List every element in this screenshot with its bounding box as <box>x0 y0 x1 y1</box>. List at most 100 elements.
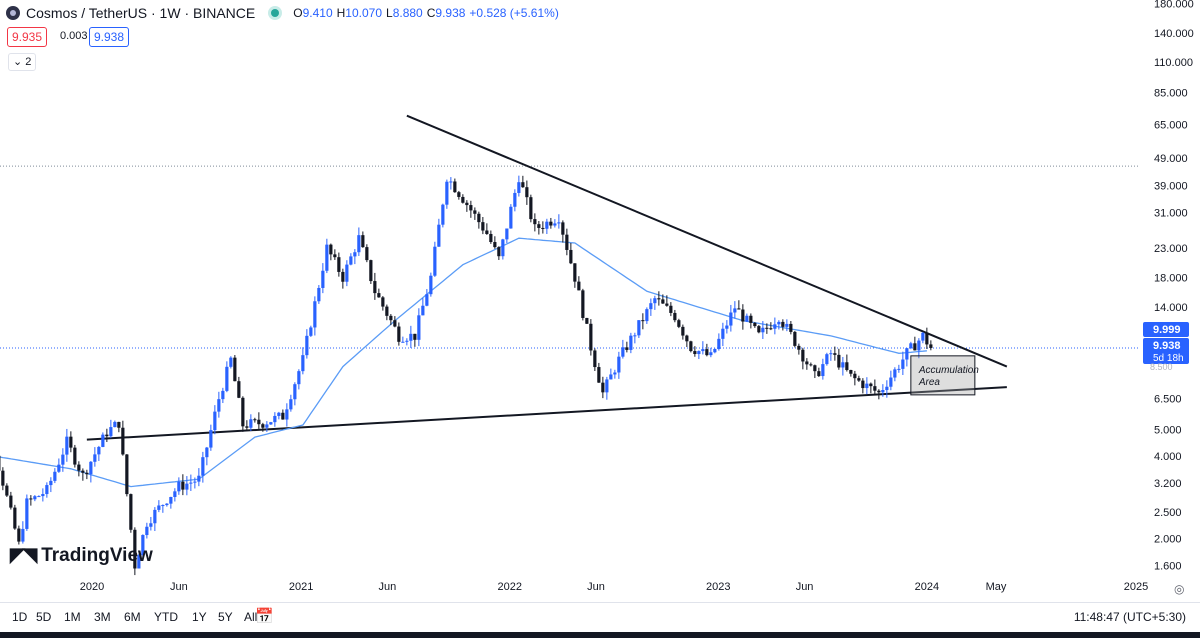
candle <box>317 285 321 304</box>
candle <box>597 362 601 383</box>
indicators-toggle-button[interactable]: ⌄ 2 <box>8 53 37 71</box>
x-tick-label: 2020 <box>80 581 104 593</box>
range-ytd-button[interactable]: YTD <box>154 610 178 624</box>
range-1y-button[interactable]: 1Y <box>192 610 207 624</box>
candle <box>889 370 893 391</box>
y-tick-label: 65.000 <box>1154 119 1188 131</box>
range-1m-button[interactable]: 1M <box>64 610 81 624</box>
candle <box>837 348 841 370</box>
candle <box>45 482 49 498</box>
candle <box>813 364 817 379</box>
candle <box>629 332 633 354</box>
tradingview-logo[interactable]: ◤◥ TradingView <box>10 544 153 567</box>
candle <box>773 317 777 335</box>
candle <box>633 332 637 344</box>
symbol-title[interactable]: Cosmos / TetherUS · 1W · BINANCE <box>26 5 256 21</box>
range-6m-button[interactable]: 6M <box>124 610 141 624</box>
accumulation-box[interactable] <box>910 355 976 396</box>
candle <box>257 412 261 429</box>
candle <box>57 458 61 473</box>
candle <box>625 341 629 353</box>
window-bottom-edge <box>0 632 1200 638</box>
candle <box>117 421 121 433</box>
candle <box>197 468 201 487</box>
candle <box>465 200 469 212</box>
trendline-layer[interactable] <box>86 114 1008 441</box>
candle <box>233 355 237 382</box>
x-tick-label: 2025 <box>1124 581 1148 593</box>
candle <box>417 308 421 347</box>
candle <box>517 175 521 197</box>
candle <box>885 380 889 398</box>
sell-button[interactable]: 9.935 <box>7 27 48 47</box>
clock-timezone[interactable]: 11:48:47 (UTC+5:30) <box>1073 610 1186 624</box>
range-5y-button[interactable]: 5Y <box>218 610 233 624</box>
candle <box>381 296 385 311</box>
high-price-text: 9.999 <box>1153 324 1181 336</box>
y-tick-label: 1.600 <box>1154 560 1182 572</box>
candle <box>181 474 185 496</box>
range-5d-button[interactable]: 5D <box>36 610 52 624</box>
candle <box>573 263 577 288</box>
time-axis[interactable]: 2020 Jun 2021 Jun 2022 Jun 2023 Jun 2024 May 2025 ◎ <box>80 581 1185 596</box>
candle <box>873 379 877 395</box>
candle <box>265 421 269 432</box>
candle <box>469 200 473 218</box>
candle <box>661 294 665 304</box>
candle <box>405 338 409 346</box>
bottom-toolbar: 1D 5D 1M 3M 6M YTD 1Y 5Y All 📅 11:48:47 (UTC+5:3… <box>0 602 1200 631</box>
y-tick-label: 49.000 <box>1154 153 1188 165</box>
candle <box>421 298 425 316</box>
candle <box>425 289 429 307</box>
candle <box>557 214 561 229</box>
candle <box>225 361 229 393</box>
candle <box>21 521 25 544</box>
buy-button[interactable]: 9.938 <box>89 27 130 47</box>
x-tick-label: May <box>986 581 1007 593</box>
candle <box>361 231 365 248</box>
candle <box>377 288 381 298</box>
candle <box>13 504 17 530</box>
candle <box>157 500 161 513</box>
range-all-button[interactable]: All <box>244 610 258 624</box>
candle <box>673 309 677 323</box>
candle <box>665 295 669 307</box>
x-tick-label: 2022 <box>497 581 521 593</box>
candle <box>149 516 153 531</box>
x-tick-label: Jun <box>587 581 605 593</box>
candle <box>785 319 789 332</box>
trendline-lower[interactable] <box>86 386 1007 441</box>
candle <box>797 343 801 355</box>
candle <box>345 260 349 287</box>
price-axis[interactable]: 180.000 140.000 110.000 85.000 65.000 49.000 3… <box>1140 0 1200 600</box>
candle <box>269 421 273 425</box>
trendline-upper[interactable] <box>406 114 1008 368</box>
candle <box>333 249 337 260</box>
candle <box>189 474 193 491</box>
candle <box>113 420 117 428</box>
candle <box>53 468 57 484</box>
close-value: 9.938 <box>435 6 466 20</box>
y-tick-label: 140.000 <box>1154 28 1194 40</box>
range-3m-button[interactable]: 3M <box>94 610 111 624</box>
candle <box>229 356 233 369</box>
candle <box>185 476 189 496</box>
axis-settings-icon[interactable]: ◎ <box>1174 582 1184 596</box>
candle <box>177 477 181 495</box>
candle <box>533 213 537 232</box>
candle <box>893 367 897 382</box>
candle <box>309 325 313 337</box>
candle <box>861 378 865 394</box>
candle <box>69 431 73 453</box>
candle <box>37 495 41 498</box>
candle <box>437 218 441 247</box>
x-tick-label: 2021 <box>289 581 313 593</box>
y-tick-label: 31.000 <box>1154 208 1188 220</box>
date-range-calendar-icon[interactable]: 📅 <box>255 608 274 625</box>
candle <box>461 194 465 204</box>
range-1d-button[interactable]: 1D <box>12 610 28 624</box>
candle <box>349 253 353 266</box>
